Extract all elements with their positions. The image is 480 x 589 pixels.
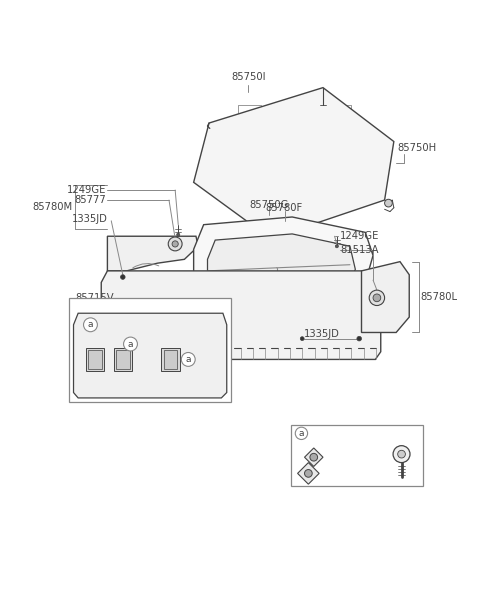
Bar xyxy=(88,350,102,369)
Text: 1335JD: 1335JD xyxy=(304,329,340,339)
Bar xyxy=(291,118,316,128)
Bar xyxy=(255,146,280,155)
Circle shape xyxy=(393,446,410,462)
Circle shape xyxy=(84,318,97,332)
Bar xyxy=(286,174,311,183)
Bar xyxy=(225,174,249,183)
Text: 85750G: 85750G xyxy=(250,200,289,210)
Bar xyxy=(69,298,230,402)
Text: 85750H: 85750H xyxy=(398,143,437,153)
Circle shape xyxy=(177,233,180,236)
Text: 1140HG: 1140HG xyxy=(381,428,422,438)
Circle shape xyxy=(168,237,182,251)
Polygon shape xyxy=(298,462,319,484)
Text: 81513A: 81513A xyxy=(340,245,378,255)
Bar xyxy=(267,105,291,114)
Bar xyxy=(261,118,285,128)
Bar xyxy=(288,133,312,141)
Circle shape xyxy=(398,450,406,458)
Circle shape xyxy=(369,290,384,306)
Circle shape xyxy=(123,337,137,351)
Bar xyxy=(257,133,281,141)
Bar xyxy=(226,188,251,197)
Circle shape xyxy=(310,454,318,461)
Circle shape xyxy=(304,469,312,477)
Bar xyxy=(318,133,343,141)
Circle shape xyxy=(295,427,308,439)
Bar xyxy=(286,146,311,155)
Bar xyxy=(327,105,351,114)
Text: 1249GE: 1249GE xyxy=(67,185,106,195)
Polygon shape xyxy=(73,313,227,398)
Bar xyxy=(317,174,341,183)
Text: 85777: 85777 xyxy=(74,195,106,205)
Bar xyxy=(291,425,423,487)
Bar xyxy=(226,133,251,141)
Bar xyxy=(86,348,104,371)
Polygon shape xyxy=(108,236,198,271)
Bar xyxy=(225,146,249,155)
Text: a: a xyxy=(88,320,93,329)
Text: 85750I: 85750I xyxy=(231,72,265,82)
Text: 1249GE: 1249GE xyxy=(340,231,379,241)
Text: 89855B: 89855B xyxy=(350,469,385,478)
Circle shape xyxy=(384,199,392,207)
Bar xyxy=(254,160,279,169)
Polygon shape xyxy=(361,262,409,332)
Bar xyxy=(288,188,312,197)
Circle shape xyxy=(336,244,338,248)
Circle shape xyxy=(181,352,195,366)
Text: 85780F: 85780F xyxy=(266,203,303,213)
Text: 1335JD: 1335JD xyxy=(72,214,108,224)
Bar xyxy=(297,105,321,114)
Circle shape xyxy=(120,274,125,279)
Circle shape xyxy=(172,241,178,247)
Bar xyxy=(238,105,261,114)
Bar xyxy=(257,188,281,197)
Polygon shape xyxy=(207,234,355,302)
Text: a: a xyxy=(185,355,191,364)
Bar xyxy=(285,160,310,169)
Bar xyxy=(316,160,341,169)
Text: 85780L: 85780L xyxy=(421,292,458,302)
Bar xyxy=(161,348,180,371)
Polygon shape xyxy=(193,88,394,239)
Circle shape xyxy=(300,337,304,340)
Text: a: a xyxy=(128,339,133,349)
Bar xyxy=(164,350,178,369)
Bar xyxy=(116,350,130,369)
Text: 89895C: 89895C xyxy=(350,453,385,462)
Polygon shape xyxy=(193,217,373,300)
Text: 85780M: 85780M xyxy=(33,202,73,212)
Text: a: a xyxy=(299,429,304,438)
Circle shape xyxy=(373,294,381,302)
Bar xyxy=(318,188,343,197)
Bar xyxy=(255,174,280,183)
Bar xyxy=(114,348,132,371)
Text: 85715V: 85715V xyxy=(75,293,114,303)
Polygon shape xyxy=(101,271,381,359)
Bar xyxy=(224,160,248,169)
Polygon shape xyxy=(304,448,323,466)
Bar xyxy=(317,146,341,155)
Bar xyxy=(230,118,254,128)
Circle shape xyxy=(357,336,361,341)
Bar xyxy=(322,118,347,128)
